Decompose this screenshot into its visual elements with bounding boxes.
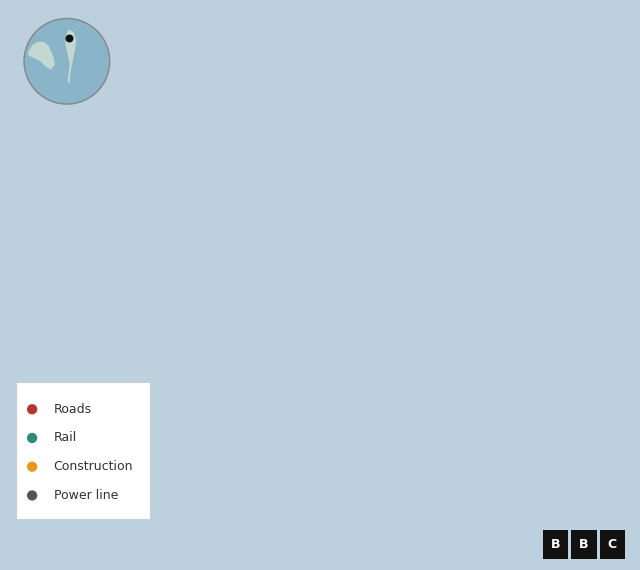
FancyBboxPatch shape — [16, 382, 150, 519]
Point — [27, 491, 37, 500]
Circle shape — [24, 18, 109, 104]
Point — [27, 433, 37, 442]
Polygon shape — [28, 43, 54, 69]
Text: B: B — [579, 538, 589, 551]
FancyBboxPatch shape — [572, 530, 596, 559]
Text: C: C — [607, 538, 617, 551]
Point — [27, 462, 37, 471]
Polygon shape — [66, 30, 76, 83]
Point — [64, 34, 74, 43]
Text: Roads: Roads — [54, 403, 92, 416]
Text: Power line: Power line — [54, 489, 118, 502]
FancyBboxPatch shape — [600, 530, 625, 559]
Text: B: B — [551, 538, 561, 551]
Point — [27, 405, 37, 414]
Text: Rail: Rail — [54, 431, 77, 445]
FancyBboxPatch shape — [543, 530, 568, 559]
Text: Construction: Construction — [54, 460, 133, 473]
